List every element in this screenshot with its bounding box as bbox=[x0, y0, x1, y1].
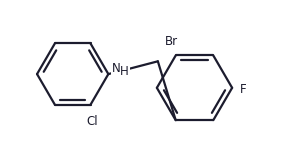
Text: N: N bbox=[112, 62, 121, 75]
Text: Cl: Cl bbox=[87, 115, 98, 127]
Text: F: F bbox=[240, 83, 247, 96]
Text: Br: Br bbox=[165, 35, 178, 48]
Text: H: H bbox=[120, 65, 129, 78]
